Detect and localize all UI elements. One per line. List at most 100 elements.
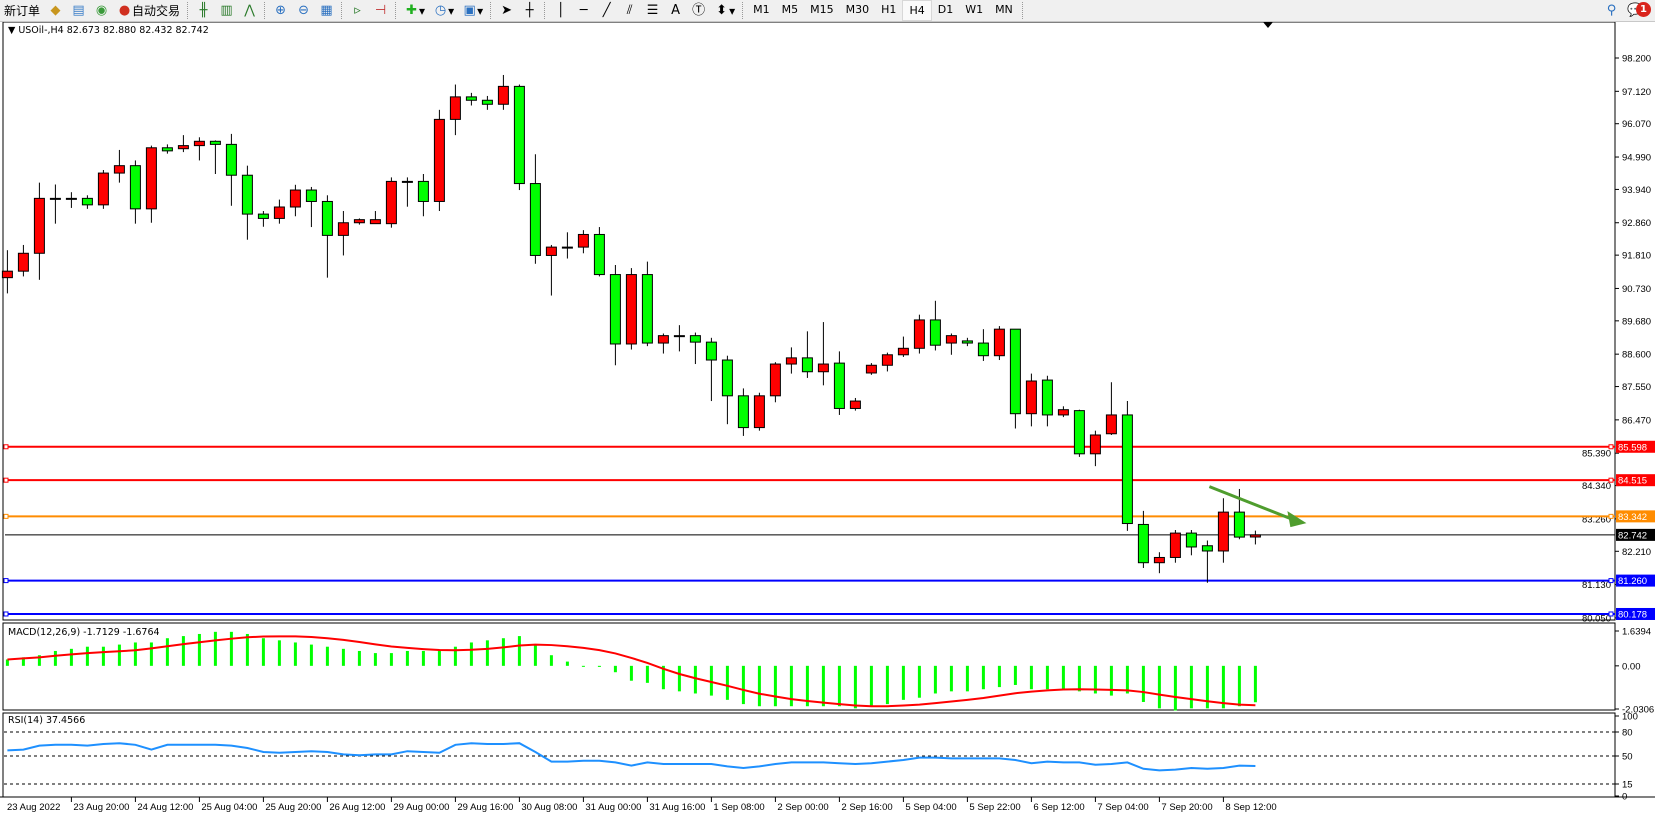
chart-header: ▼ USOil-,H4 82.673 82.880 82.432 82.742 bbox=[8, 25, 209, 36]
candle-body bbox=[449, 96, 461, 120]
timeframe-m1[interactable]: M1 bbox=[753, 3, 770, 16]
macd-histogram-bar bbox=[693, 665, 697, 694]
indicators-button[interactable]: ✚ ▾ bbox=[400, 1, 429, 20]
macd-histogram-bar bbox=[261, 638, 265, 666]
bar-chart-button[interactable]: ╫ bbox=[192, 1, 215, 20]
equidistant-channel-button[interactable]: ⫽ bbox=[618, 1, 641, 20]
candle bbox=[721, 355, 733, 425]
search-button[interactable]: ⚲ bbox=[1600, 1, 1623, 20]
crosshair-button[interactable]: ┼ bbox=[518, 1, 541, 20]
templates-button[interactable]: ▣ ▾ bbox=[463, 3, 484, 18]
macd-histogram-bar bbox=[917, 665, 921, 698]
candle-body bbox=[129, 165, 141, 210]
timeframe-m15[interactable]: M15 bbox=[810, 3, 834, 16]
tile-windows-button[interactable]: ▦ bbox=[315, 1, 338, 20]
cursor-button[interactable]: ➤ bbox=[495, 1, 518, 20]
timeframe-m5[interactable]: M5 bbox=[781, 3, 799, 16]
line-chart-button[interactable]: ⋀ bbox=[238, 1, 261, 20]
auto-scroll-button[interactable]: ▹ bbox=[346, 1, 369, 20]
candle bbox=[657, 333, 669, 354]
candle-body bbox=[1057, 409, 1069, 416]
toolbar: 新订单 ◆ ▤ ◉ ● 自动交易 ╫ ▥ ⋀ ⊕ ⊖ ▦ ▹ ⊣ ✚ ▾ ◷ ▾ ▣ ▾… bbox=[0, 0, 1655, 22]
chart-window[interactable]: 98.200 97.120 96.070 94.990 93.940 92.860 91.8… bbox=[0, 22, 1655, 818]
macd-histogram-bar bbox=[1173, 665, 1177, 711]
macd-histogram-bar bbox=[149, 642, 153, 666]
data-window-button[interactable]: ▤ bbox=[67, 1, 90, 20]
horizontal-line-button[interactable]: ─ bbox=[572, 1, 595, 20]
zoom-in-button[interactable]: ⊕ bbox=[269, 1, 292, 20]
candle-body bbox=[737, 395, 749, 429]
macd-histogram-bar bbox=[869, 665, 873, 707]
level-handle bbox=[3, 477, 9, 483]
chart-shift-marker-icon bbox=[1263, 22, 1273, 28]
header-triangle-icon: ▼ bbox=[8, 25, 19, 36]
text-button[interactable]: A bbox=[664, 1, 687, 20]
level-handle bbox=[3, 578, 9, 584]
fibonacci-button[interactable]: ☰ bbox=[641, 1, 664, 20]
macd-histogram-bar bbox=[101, 646, 105, 666]
candle-body bbox=[33, 197, 45, 254]
rsi-tick-label: 100 bbox=[1622, 712, 1638, 723]
market-watch-button[interactable]: ◆ bbox=[44, 1, 67, 20]
macd-histogram-bar bbox=[133, 642, 137, 666]
cursor-icon: ➤ bbox=[501, 3, 513, 18]
price-tick-label: 87.550 bbox=[1622, 382, 1651, 393]
candle bbox=[369, 211, 381, 225]
candle-body bbox=[465, 96, 477, 101]
zoom-in-icon: ⊕ bbox=[275, 3, 286, 18]
signals-button[interactable]: ◉ bbox=[90, 1, 113, 20]
candle bbox=[609, 265, 621, 366]
chart-shift-button[interactable]: ⊣ bbox=[369, 1, 392, 20]
macd-histogram-bar bbox=[645, 665, 649, 683]
zoom-out-button[interactable]: ⊖ bbox=[292, 1, 315, 20]
price-tick-label: 82.210 bbox=[1622, 547, 1651, 558]
candle bbox=[401, 177, 413, 207]
candle-body bbox=[673, 335, 685, 338]
candle-body bbox=[1137, 523, 1149, 564]
level-price-label: 84.515 bbox=[1618, 476, 1647, 487]
chart-canvas[interactable]: 98.200 97.120 96.070 94.990 93.940 92.860 91.8… bbox=[0, 22, 1655, 818]
timeframe-m30[interactable]: M30 bbox=[845, 3, 870, 16]
candle-body bbox=[1233, 511, 1245, 538]
auto-trading-button[interactable]: ● 自动交易 bbox=[113, 1, 184, 20]
timeframe-w1[interactable]: W1 bbox=[965, 3, 984, 16]
candle bbox=[1089, 430, 1101, 467]
candle bbox=[1105, 382, 1117, 435]
timeframe-d1[interactable]: D1 bbox=[937, 3, 954, 16]
candle bbox=[689, 332, 701, 365]
candle-body bbox=[289, 189, 301, 208]
candle bbox=[577, 230, 589, 254]
candle-body bbox=[1073, 410, 1085, 455]
candlestick-button[interactable]: ▥ bbox=[215, 1, 238, 20]
macd-histogram-bar bbox=[485, 640, 489, 666]
text-label-button[interactable]: Ⓣ bbox=[687, 1, 710, 20]
candle-body bbox=[97, 172, 109, 206]
candle-body bbox=[705, 341, 717, 361]
candle bbox=[497, 74, 509, 110]
timeframe-bar: M1 M5 M15 M30 H1 H4 D1 W1 MN bbox=[747, 0, 1019, 21]
arrows-button[interactable]: ⬍ ▾ bbox=[710, 1, 739, 20]
price-tick-label: 86.470 bbox=[1622, 415, 1651, 426]
time-tick-label: 23 Aug 20:00 bbox=[73, 802, 129, 813]
text-icon: A bbox=[671, 3, 681, 18]
candle-body bbox=[865, 364, 877, 374]
macd-histogram-bar bbox=[341, 648, 345, 666]
trendline-button[interactable]: ╱ bbox=[595, 1, 618, 20]
new-order-button[interactable]: 新订单 bbox=[0, 1, 44, 20]
timeframe-h1[interactable]: H1 bbox=[881, 3, 897, 16]
time-tick-label: 2 Sep 00:00 bbox=[777, 802, 828, 813]
candle-body bbox=[801, 357, 813, 373]
macd-histogram-bar bbox=[1253, 665, 1257, 703]
timeframe-mn[interactable]: MN bbox=[995, 3, 1013, 16]
candle bbox=[289, 184, 301, 217]
vertical-line-button[interactable]: │ bbox=[549, 1, 572, 20]
candle-body bbox=[625, 274, 637, 345]
macd-histogram-bar bbox=[1061, 665, 1065, 690]
candle bbox=[1137, 510, 1149, 568]
notification-button[interactable]: 💬1 bbox=[1623, 1, 1655, 20]
level-price-badge bbox=[1616, 574, 1655, 587]
timeframe-h4[interactable]: H4 bbox=[902, 0, 932, 21]
macd-histogram-bar bbox=[165, 638, 169, 666]
periods-button[interactable]: ◷ ▾ bbox=[434, 3, 455, 18]
templates-icon: ▣ bbox=[463, 3, 476, 18]
